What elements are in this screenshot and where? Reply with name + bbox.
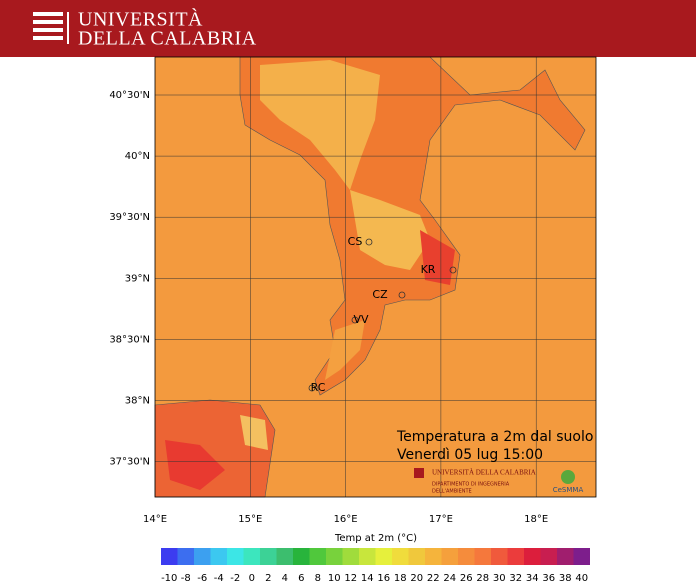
lat-label: 40°N <box>125 151 150 162</box>
lon-label: 17°E <box>429 514 453 525</box>
lat-label: 39°N <box>125 273 150 284</box>
header-title: DELLA CALABRIA <box>78 28 257 50</box>
lat-label: 38°N <box>125 396 150 407</box>
colorbar-tick-label: 40 <box>575 573 588 584</box>
colorbar-swatch <box>326 548 343 565</box>
colorbar-tick-label: 18 <box>394 573 407 584</box>
colorbar-swatch <box>243 548 260 565</box>
colorbar-tick-label: 38 <box>559 573 572 584</box>
colorbar-swatch <box>425 548 442 565</box>
colorbar-tick-label: 30 <box>493 573 506 584</box>
colorbar-swatch <box>392 548 409 565</box>
colorbar-swatch <box>524 548 541 565</box>
colorbar-tick-label: 16 <box>377 573 390 584</box>
logo-icon <box>33 12 69 44</box>
colorbar-swatch <box>276 548 293 565</box>
colorbar-tick-label: 8 <box>315 573 321 584</box>
colorbar-swatch <box>342 548 359 565</box>
colorbar-tick-label: 36 <box>542 573 555 584</box>
colorbar-title: Temp at 2m (°C) <box>334 533 417 544</box>
colorbar-tick-label: 34 <box>526 573 539 584</box>
logo-text: CeSMMA <box>553 486 584 494</box>
colorbar-tick-label: -2 <box>230 573 240 584</box>
city-marker <box>351 316 359 324</box>
colorbar-swatch <box>260 548 277 565</box>
header-bar <box>0 0 696 57</box>
colorbar-swatch <box>507 548 524 565</box>
lon-label: 14°E <box>143 514 167 525</box>
city-marker <box>449 266 457 274</box>
map-title: Temperatura a 2m dal suolo <box>396 429 593 445</box>
colorbar-swatch <box>573 548 590 565</box>
colorbar-swatch <box>194 548 211 565</box>
colorbar-tick-label: 2 <box>265 573 271 584</box>
colorbar-swatch <box>557 548 574 565</box>
colorbar-swatch <box>210 548 227 565</box>
colorbar-swatch <box>309 548 326 565</box>
lon-label: 16°E <box>334 514 358 525</box>
colorbar-tick-label: -8 <box>181 573 191 584</box>
logo-text: DIPARTIMENTO DI INGEGNERIA <box>432 482 510 488</box>
logo-text: DELL'AMBIENTE <box>432 489 472 495</box>
lon-label: 18°E <box>524 514 548 525</box>
city-label: KR <box>421 263 436 276</box>
logo-text: UNIVERSITÀ DELLA CALABRIA <box>432 469 536 477</box>
colorbar-swatch <box>177 548 194 565</box>
colorbar-tick-label: 4 <box>282 573 288 584</box>
colorbar-tick-label: 24 <box>443 573 456 584</box>
colorbar-swatch <box>458 548 475 565</box>
colorbar-tick-label: -6 <box>197 573 207 584</box>
city-label: CZ <box>372 288 388 301</box>
colorbar-tick-label: 0 <box>249 573 255 584</box>
lon-label: 15°E <box>238 514 262 525</box>
colorbar-tick-label: 20 <box>410 573 423 584</box>
colorbar-swatch <box>375 548 392 565</box>
colorbar-swatch <box>491 548 508 565</box>
city-marker <box>365 238 373 246</box>
colorbar-tick-label: -10 <box>161 573 177 584</box>
map <box>154 56 597 498</box>
city-marker <box>398 291 406 299</box>
colorbar-tick-label: 22 <box>427 573 440 584</box>
header-title: UNIVERSITÀ <box>78 8 203 31</box>
graticule <box>155 57 596 497</box>
colorbar-tick-label: 32 <box>509 573 522 584</box>
lat-label: 39°30'N <box>109 212 150 223</box>
city-label: VV <box>353 313 369 326</box>
colorbar-tick-label: 26 <box>460 573 473 584</box>
colorbar-tick-label: -4 <box>214 573 224 584</box>
colorbar-swatch <box>540 548 557 565</box>
colorbar-swatch <box>474 548 491 565</box>
city-label: CS <box>348 235 363 248</box>
logo-mark <box>414 468 424 478</box>
colorbar-tick-label: 12 <box>344 573 357 584</box>
colorbar-tick-label: 10 <box>328 573 341 584</box>
colorbar-tick-label: 6 <box>298 573 304 584</box>
colorbar-tick-label: 28 <box>476 573 489 584</box>
lat-label: 37°30'N <box>109 457 150 468</box>
colorbar-swatch <box>359 548 376 565</box>
colorbar-swatch <box>293 548 310 565</box>
lat-label: 40°30'N <box>109 90 150 101</box>
logo-mark <box>561 470 575 484</box>
colorbar-swatch <box>161 548 178 565</box>
map-title: Venerdì 05 lug 15:00 <box>397 447 543 463</box>
city-marker <box>308 384 316 392</box>
colorbar-swatch <box>441 548 458 565</box>
colorbar-swatch <box>227 548 244 565</box>
colorbar-swatch <box>408 548 425 565</box>
lat-label: 38°30'N <box>109 334 150 345</box>
city-label: RC <box>311 381 326 394</box>
colorbar-tick-label: 14 <box>361 573 374 584</box>
